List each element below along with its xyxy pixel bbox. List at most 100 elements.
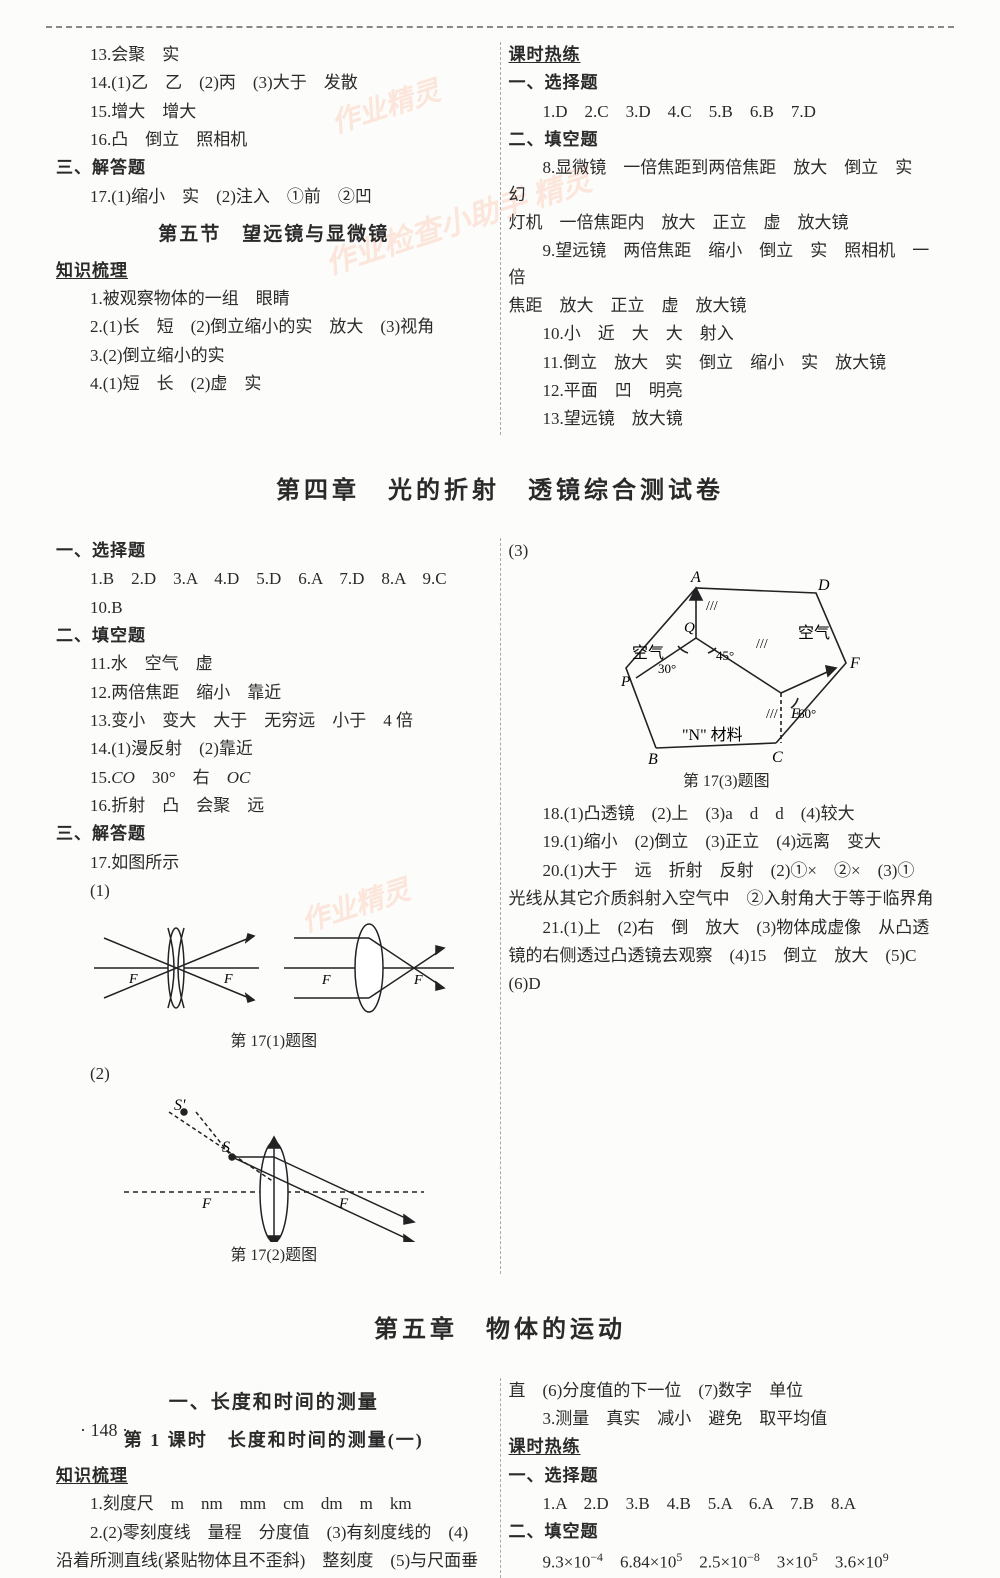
- fig1-caption: 第 17(1)题图: [56, 1030, 492, 1055]
- fig2-S: S: [222, 1139, 230, 1156]
- b2r-line: 光线从其它介质斜射入空气中 ②入射角大于等于临界角: [509, 886, 945, 912]
- figure-17-1: F F F F: [84, 908, 464, 1028]
- fig3-F: F: [849, 655, 860, 672]
- fig3-C: C: [772, 749, 783, 766]
- top-border: [46, 26, 954, 28]
- fig3-hatch1: ///: [706, 599, 718, 614]
- block3-columns: 一、长度和时间的测量 第 1 课时 长度和时间的测量(一) 知识梳理 1.刻度尺…: [48, 1378, 952, 1578]
- b3r-xz-line: 1.A 2.D 3.B 4.B 5.A 6.A 7.B 8.A: [509, 1491, 945, 1517]
- fig3-D: D: [817, 577, 830, 594]
- tk9-e0: −4: [590, 1550, 603, 1564]
- tk9-e4: 9: [883, 1550, 889, 1564]
- fig1-F4: F: [413, 973, 423, 988]
- b1r-head-ks: 课时热练: [509, 42, 945, 68]
- tk9-p0: 9.3×10: [543, 1552, 591, 1571]
- b1r-tk-line: 12.平面 凹 明亮: [509, 378, 945, 404]
- figure-17-3: A D Q F P E B C 空气 空气 "N" 材料 30° 45° 60°…: [566, 568, 886, 768]
- b1r-tk-line: 10.小 近 大 大 射入: [509, 321, 945, 347]
- b1r-tk-line: 焦距 放大 正立 虚 放大镜: [509, 293, 945, 319]
- b2l-xz-line: 1.B 2.D 3.A 4.D 5.D 6.A 7.D 8.A 9.C: [56, 566, 492, 592]
- b1r-tk-line: 13.望远镜 放大镜: [509, 406, 945, 432]
- tk15-co: 15.: [90, 768, 111, 787]
- b3r-cont-line: 直 (6)分度值的下一位 (7)数字 单位: [509, 1378, 945, 1404]
- b1l-line: 13.会聚 实: [56, 42, 492, 68]
- fig3-hatch3: ///: [766, 707, 778, 722]
- b2l-tk-line: 11.水 空气 虚: [56, 651, 492, 677]
- fig3-material: "N" 材料: [682, 726, 743, 744]
- fig1-F2: F: [223, 972, 233, 987]
- block2-chapter-row: 第四章 光的折射 透镜综合测试卷: [48, 455, 952, 520]
- b1r-head-xz: 一、选择题: [509, 70, 945, 96]
- b2l-tk-line: 13.变小 变大 大于 无穷远 小于 4 倍: [56, 708, 492, 734]
- tk9-e2: −8: [747, 1550, 760, 1564]
- b3r-tk-line: 9.3×10−4 6.84×105 2.5×10−8 3×105 3.6×109: [509, 1548, 945, 1576]
- block1-left-col: 13.会聚 实 14.(1)乙 乙 (2)丙 (3)大于 发散 15.增大 增大…: [48, 42, 500, 435]
- block1-right-col: 课时热练 一、选择题 1.D 2.C 3.D 4.C 5.B 6.B 7.D 二…: [501, 42, 953, 435]
- b2r-line: (6)D: [509, 971, 945, 997]
- tk9-p1: 6.84×10: [603, 1552, 676, 1571]
- b2r-line: 21.(1)上 (2)右 倒 放大 (3)物体成虚像 从凸透: [509, 915, 945, 941]
- b2l-jd-intro: 17.如图所示: [56, 850, 492, 876]
- b3r-cont-line: 3.测量 真实 减小 避免 取平均值: [509, 1406, 945, 1432]
- b2l-part2: (2): [56, 1061, 492, 1087]
- b3l-zs-line: 2.(2)零刻度线 量程 分度值 (3)有刻度线的 (4): [56, 1520, 492, 1546]
- b2l-tk-line: 15.CO 30° 右 OC: [56, 765, 492, 791]
- b3r-head-ks: 课时热练: [509, 1434, 945, 1460]
- tk15-rest: 30° 右: [135, 768, 227, 787]
- fig3-ang60: 60°: [798, 706, 816, 721]
- b1l-jd-line: 17.(1)缩小 实 (2)注入 ①前 ②凹: [56, 184, 492, 210]
- fig1-F1: F: [128, 972, 138, 987]
- b2r-line: 20.(1)大于 远 折射 反射 (2)①× ②× (3)①: [509, 858, 945, 884]
- fig2-caption: 第 17(2)题图: [56, 1244, 492, 1269]
- b1l-line: 15.增大 增大: [56, 99, 492, 125]
- b1r-tk-line: 8.显微镜 一倍焦距到两倍焦距 放大 倒立 实 幻: [509, 155, 945, 208]
- b3l-head-zs: 知识梳理: [56, 1463, 492, 1489]
- block3-chapter-title: 第五章 物体的运动: [48, 1312, 952, 1349]
- b2r-line: 19.(1)缩小 (2)倒立 (3)正立 (4)远离 变大: [509, 829, 945, 855]
- b3l-zs-line: 沿着所测直线(紧贴物体且不歪斜) 整刻度 (5)与尺面垂: [56, 1548, 492, 1574]
- b1l-zs-line: 3.(2)倒立缩小的实: [56, 343, 492, 369]
- b1r-head-tk: 二、填空题: [509, 127, 945, 153]
- fig3-caption: 第 17(3)题图: [509, 770, 945, 795]
- b1l-zs-line: 2.(1)长 短 (2)倒立缩小的实 放大 (3)视角: [56, 314, 492, 340]
- b1l-head-zs: 知识梳理: [56, 258, 492, 284]
- tk9-p4: 3.6×10: [818, 1552, 883, 1571]
- block3-left-col: 一、长度和时间的测量 第 1 课时 长度和时间的测量(一) 知识梳理 1.刻度尺…: [48, 1378, 500, 1578]
- fig3-air-r: 空气: [798, 624, 830, 642]
- block2-columns: 一、选择题 1.B 2.D 3.A 4.D 5.D 6.A 7.D 8.A 9.…: [48, 538, 952, 1274]
- block3-right-col: 直 (6)分度值的下一位 (7)数字 单位 3.测量 真实 减小 避免 取平均值…: [501, 1378, 953, 1578]
- b2l-tk-line: 16.折射 凸 会聚 远: [56, 793, 492, 819]
- fig3-B: B: [648, 751, 658, 768]
- b1l-zs-line: 4.(1)短 长 (2)虚 实: [56, 371, 492, 397]
- b2l-tk-line: 14.(1)漫反射 (2)靠近: [56, 736, 492, 762]
- b2r-line: 18.(1)凸透镜 (2)上 (3)a d d (4)较大: [509, 801, 945, 827]
- b2l-part1: (1): [56, 878, 492, 904]
- figure-17-2: S' S F F: [114, 1092, 434, 1242]
- fig3-Q: Q: [684, 620, 695, 636]
- b3l-zs-line: 1.刻度尺 m nm mm cm dm m km: [56, 1491, 492, 1517]
- b2l-head-tk: 二、填空题: [56, 623, 492, 649]
- b3r-head-xz: 一、选择题: [509, 1463, 945, 1489]
- b2l-xz-line: 10.B: [56, 595, 492, 621]
- fig2-F2: F: [338, 1196, 349, 1212]
- block3-chapter-row: 第五章 物体的运动: [48, 1294, 952, 1359]
- fig3-A: A: [690, 569, 701, 586]
- b1r-xz-line: 1.D 2.C 3.D 4.C 5.B 6.B 7.D: [509, 99, 945, 125]
- b3l-sub-title: 一、长度和时间的测量: [56, 1388, 492, 1417]
- b1r-tk-line: 9.望远镜 两倍焦距 缩小 倒立 实 照相机 一倍: [509, 238, 945, 291]
- b1l-zs-line: 1.被观察物体的一组 眼睛: [56, 286, 492, 312]
- fig3-P: P: [620, 674, 630, 690]
- fig1-F3: F: [321, 973, 331, 988]
- tk9-p3: 3×10: [760, 1552, 812, 1571]
- b2r-part3: (3): [509, 538, 945, 564]
- tk9-p2: 2.5×10: [682, 1552, 747, 1571]
- b1l-head-jd: 三、解答题: [56, 155, 492, 181]
- fig2-Sp: S': [174, 1097, 186, 1114]
- block2-right-col: (3) A D Q F P E B C: [501, 538, 953, 1274]
- block2-chapter-title: 第四章 光的折射 透镜综合测试卷: [48, 473, 952, 510]
- b2l-head-jd: 三、解答题: [56, 821, 492, 847]
- b1l-line: 16.凸 倒立 照相机: [56, 127, 492, 153]
- fig3-air-l: 空气: [632, 644, 664, 662]
- b2l-tk-line: 12.两倍焦距 缩小 靠近: [56, 680, 492, 706]
- b3r-head-tk: 二、填空题: [509, 1519, 945, 1545]
